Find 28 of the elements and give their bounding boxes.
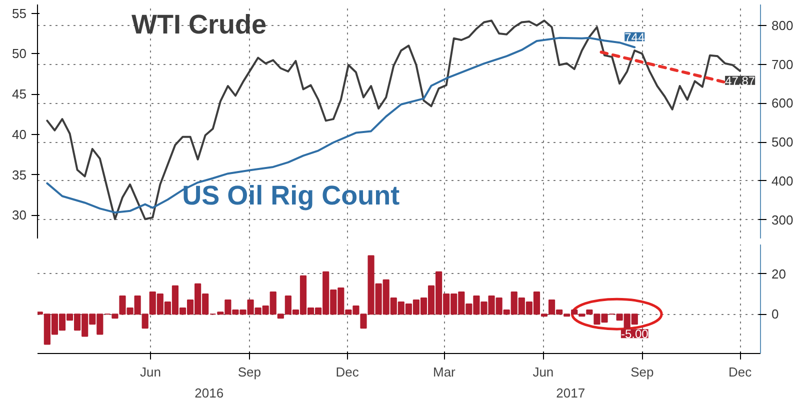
data-label: -5.00 xyxy=(620,327,649,342)
x-tick-label: Jun xyxy=(140,364,161,380)
x-tick-label: Dec xyxy=(728,364,752,380)
y2-tick-label: 300 xyxy=(772,212,794,228)
series-label: WTI Crude xyxy=(131,10,266,40)
x-tick-label: Dec xyxy=(336,364,360,380)
text: 2016 xyxy=(194,386,224,400)
y2-tick-label: 20 xyxy=(772,266,786,282)
data-label: 744 xyxy=(624,30,645,44)
y2-tick-label: 700 xyxy=(772,56,794,72)
y-tick-label: 30 xyxy=(12,208,27,223)
y-tick-label: 35 xyxy=(12,167,27,182)
y2-tick-label: 0 xyxy=(772,306,779,322)
y2-tick-label: 500 xyxy=(772,134,794,150)
x-tick-label: Sep xyxy=(238,364,262,380)
y-tick-label: 45 xyxy=(12,86,27,102)
x-tick-label: Jun xyxy=(532,364,554,380)
y2-tick-label: 600 xyxy=(772,96,794,111)
x-tick-label: Sep xyxy=(630,364,654,380)
x-tick-label: Mar xyxy=(432,364,456,380)
series-label: US Oil Rig Count xyxy=(182,180,400,210)
y2-tick-label: 400 xyxy=(772,173,794,188)
y-tick-label: 40 xyxy=(12,126,27,142)
data-label: 47.87 xyxy=(725,74,756,88)
y-tick-label: 55 xyxy=(12,6,27,21)
text: 2017 xyxy=(556,386,586,400)
y-tick-label: 50 xyxy=(12,46,27,62)
y2-tick-label: 800 xyxy=(772,18,794,33)
